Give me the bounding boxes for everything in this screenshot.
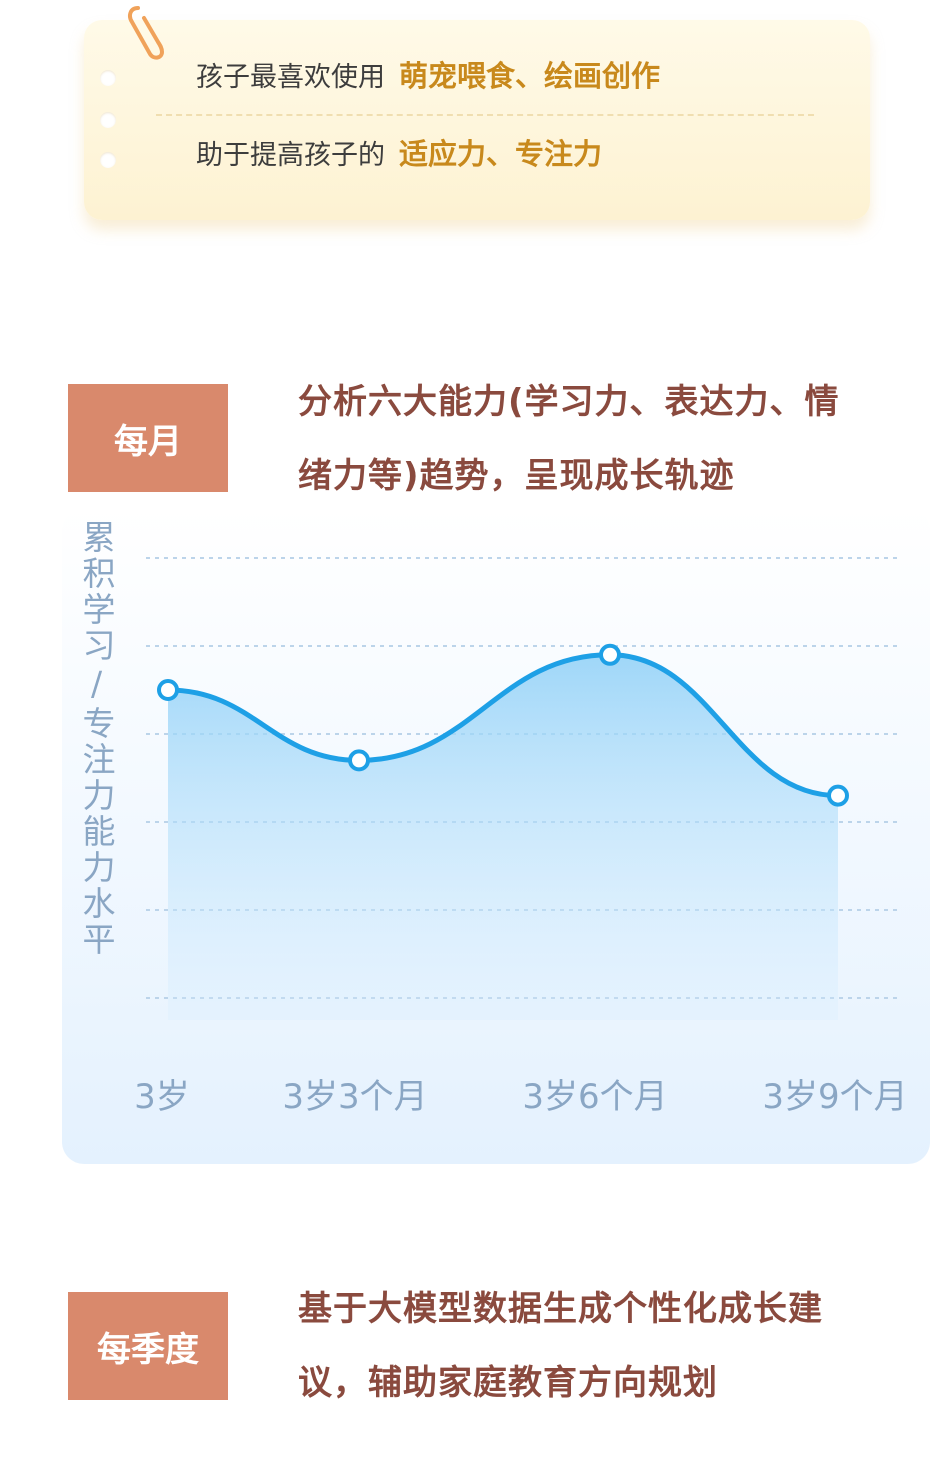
chart-y-axis-label: 累积学习/专注力能力水平 <box>77 520 116 958</box>
highlight-note-card: 孩子最喜欢使用 萌宠喂食、绘画创作 助于提高孩子的 适应力、专注力 <box>84 6 870 220</box>
series-line <box>165 652 841 799</box>
note-row-text: 孩子最喜欢使用 <box>196 62 385 93</box>
note-divider <box>156 114 814 116</box>
monthly-description: 分析六大能力(学习力、表达力、情 绪力等)趋势，呈现成长轨迹 <box>298 365 898 513</box>
quarterly-tag: 每季度 <box>68 1292 228 1400</box>
data-point <box>599 643 621 666</box>
data-point <box>827 784 849 807</box>
note-row-benefit: 助于提高孩子的 适应力、专注力 <box>196 134 602 174</box>
binder-hole <box>100 70 116 86</box>
data-point <box>157 679 179 701</box>
monthly-desc-line: 绪力等)趋势，呈现成长轨迹 <box>298 456 735 496</box>
x-tick-label: 3岁6个月 <box>522 1077 667 1117</box>
quarterly-desc-line: 议，辅助家庭教育方向规划 <box>298 1363 718 1403</box>
monthly-tag: 每月 <box>68 384 228 492</box>
binder-hole <box>100 152 116 168</box>
growth-trend-chart: 3岁 3岁3个月 3岁6个月 3岁9个月 <box>134 557 908 1117</box>
quarterly-desc-line: 基于大模型数据生成个性化成长建 <box>298 1289 823 1329</box>
monthly-desc-line: 分析六大能力(学习力、表达力、情 <box>298 382 840 422</box>
x-tick-label: 3岁3个月 <box>282 1077 427 1117</box>
note-row-highlight: 萌宠喂食、绘画创作 <box>399 59 661 93</box>
x-tick-label: 3岁9个月 <box>762 1077 907 1117</box>
quarterly-description: 基于大模型数据生成个性化成长建 议，辅助家庭教育方向规划 <box>298 1272 898 1420</box>
note-row-text: 助于提高孩子的 <box>196 140 385 171</box>
binder-hole <box>100 112 116 128</box>
data-point <box>348 749 370 772</box>
note-row-highlight: 适应力、专注力 <box>399 137 603 171</box>
x-tick-label: 3岁 <box>134 1077 190 1117</box>
note-row-favorite: 孩子最喜欢使用 萌宠喂食、绘画创作 <box>196 56 660 96</box>
paperclip-icon <box>128 6 165 60</box>
series-area <box>168 654 838 1020</box>
